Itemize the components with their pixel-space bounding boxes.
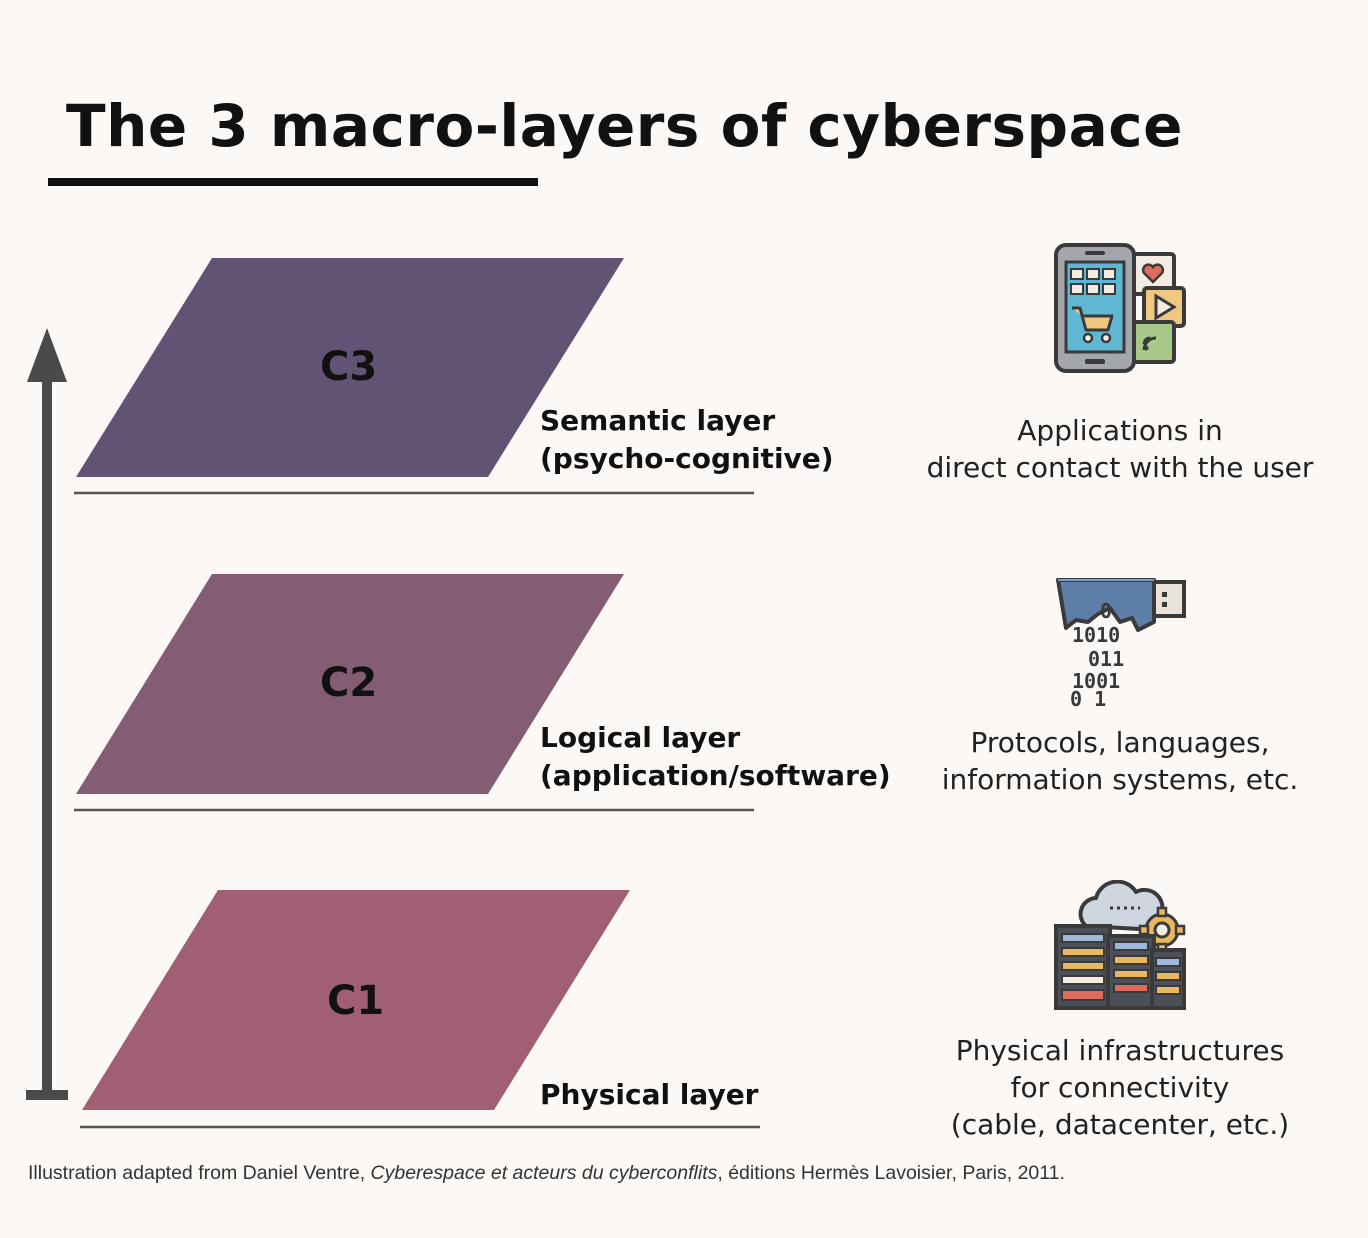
layer-label-physical: Physical layer bbox=[540, 1076, 759, 1114]
svg-text:0 1: 0 1 bbox=[1070, 687, 1106, 711]
layer-label-line: Physical layer bbox=[540, 1078, 759, 1111]
caption-suffix: , éditions Hermès Lavoisier, Paris, 2011… bbox=[717, 1162, 1065, 1184]
page-title: The 3 macro-layers of cyberspace bbox=[66, 92, 1183, 160]
layer-description-c2: Protocols, languages, information system… bbox=[910, 724, 1330, 798]
datacenter-cloud-icon bbox=[1054, 880, 1186, 1010]
description-line: for connectivity bbox=[1010, 1071, 1230, 1104]
description-line: direct contact with the user bbox=[926, 451, 1314, 484]
layer-label-logical: Logical layer (application/software) bbox=[540, 719, 891, 795]
layer-description-c1: Physical infrastructures for connectivit… bbox=[910, 1032, 1330, 1143]
layer-label-semantic: Semantic layer (psycho-cognitive) bbox=[540, 402, 834, 478]
description-line: Protocols, languages, bbox=[970, 726, 1270, 759]
usb-binary-data-icon: 0 1010 011 1001 0 1 bbox=[1056, 578, 1186, 711]
description-line: information systems, etc. bbox=[941, 763, 1299, 796]
description-line: Physical infrastructures bbox=[955, 1034, 1285, 1067]
svg-text:1001: 1001 bbox=[1072, 669, 1120, 693]
vertical-arrow-icon bbox=[26, 328, 68, 1100]
description-line: (cable, datacenter, etc.) bbox=[950, 1108, 1290, 1141]
caption-book-title: Cyberespace et acteurs du cyberconflits bbox=[370, 1162, 718, 1184]
layer-label-line: (application/software) bbox=[540, 759, 891, 792]
layer-code-c2: C2 bbox=[320, 660, 378, 706]
description-line: Applications in bbox=[1017, 414, 1223, 447]
svg-text:0: 0 bbox=[1100, 599, 1112, 623]
layer-code-c3: C3 bbox=[320, 344, 378, 390]
source-caption: Illustration adapted from Daniel Ventre,… bbox=[28, 1162, 1065, 1185]
layer-label-line: (psycho-cognitive) bbox=[540, 442, 834, 475]
layer-label-line: Logical layer bbox=[540, 721, 741, 754]
layer-code-c1: C1 bbox=[327, 978, 385, 1024]
caption-prefix: Illustration adapted from Daniel Ventre, bbox=[28, 1162, 371, 1184]
layer-description-c3: Applications in direct contact with the … bbox=[910, 412, 1330, 486]
layer-label-line: Semantic layer bbox=[540, 404, 776, 437]
svg-text:1010: 1010 bbox=[1072, 623, 1120, 647]
svg-text:011: 011 bbox=[1088, 647, 1124, 671]
smartphone-apps-icon bbox=[1054, 243, 1186, 373]
title-underline bbox=[48, 178, 538, 186]
